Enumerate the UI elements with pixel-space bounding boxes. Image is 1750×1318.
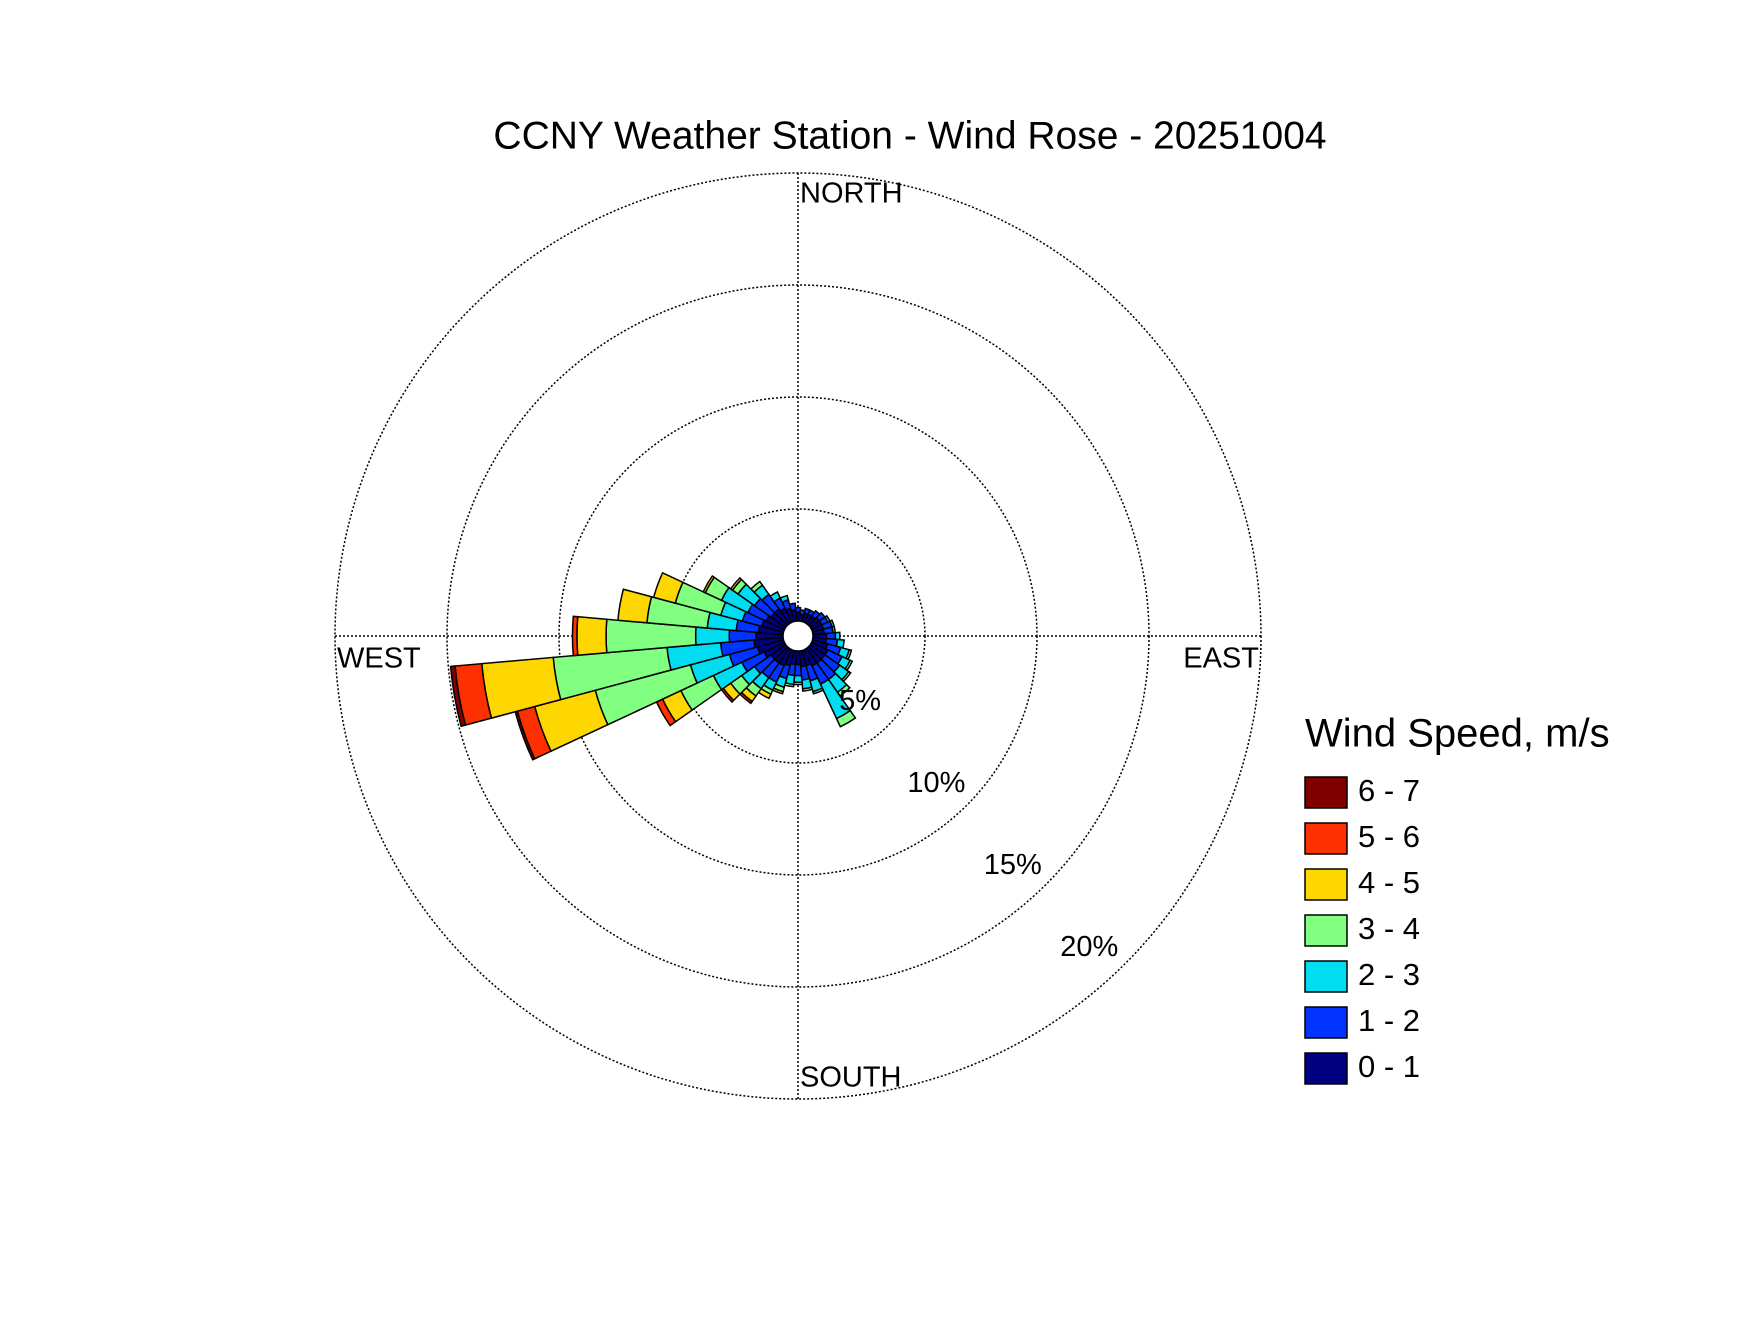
r-tick-label: 10% <box>907 767 965 799</box>
r-tick-label: 15% <box>984 849 1042 881</box>
legend-swatch <box>1305 1007 1347 1038</box>
legend-label: 1 - 2 <box>1358 1003 1420 1038</box>
legend-swatch <box>1305 1053 1347 1084</box>
legend-swatch <box>1305 869 1347 900</box>
petal-segment <box>789 603 795 610</box>
petals <box>451 573 856 760</box>
legend-label: 6 - 7 <box>1358 773 1420 808</box>
legend-label: 2 - 3 <box>1358 957 1420 992</box>
center-hole <box>783 621 813 651</box>
petal-segment <box>577 617 607 656</box>
petal-segment <box>572 616 577 655</box>
chart-title: CCNY Weather Station - Wind Rose - 20251… <box>493 114 1326 157</box>
legend-swatch <box>1305 777 1347 808</box>
petal-segment <box>618 589 652 623</box>
legend-label: 0 - 1 <box>1358 1049 1420 1084</box>
petal-segment <box>832 626 835 633</box>
legend-label: 4 - 5 <box>1358 865 1420 900</box>
petal-segment <box>794 682 802 684</box>
compass-label: WEST <box>337 643 421 675</box>
legend: 0 - 1 1 - 2 2 - 3 3 - 4 4 - 5 5 - 6 6 - 7 <box>1305 773 1420 1084</box>
legend-swatch <box>1305 823 1347 854</box>
legend-swatch <box>1305 915 1347 946</box>
legend-title: Wind Speed, m/s <box>1305 712 1610 756</box>
legend-label: 3 - 4 <box>1358 911 1420 946</box>
compass-label: EAST <box>1183 643 1259 675</box>
r-tick-label: 5% <box>839 685 881 717</box>
legend-label: 5 - 6 <box>1358 819 1420 854</box>
compass-label: NORTH <box>800 178 903 210</box>
compass-label: SOUTH <box>800 1062 902 1094</box>
r-tick-label: 20% <box>1060 931 1118 963</box>
legend-swatch <box>1305 961 1347 992</box>
petal-segment <box>835 632 840 639</box>
